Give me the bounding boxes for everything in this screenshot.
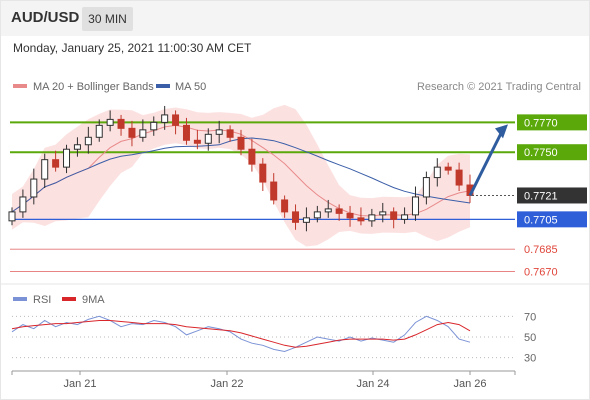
level-tag-07750 — [517, 144, 587, 161]
symbol-title: AUD/USD — [11, 9, 80, 26]
candle-body — [281, 199, 289, 213]
candle-body — [368, 214, 376, 222]
candle-body — [52, 159, 60, 168]
current-price-tag — [517, 187, 587, 204]
projection-arrow-head — [495, 124, 508, 139]
legend-ma20-swatch — [13, 84, 27, 88]
candle-body — [182, 124, 190, 141]
candle-body — [335, 208, 343, 214]
attribution-text: Research © 2021 Trading Central — [417, 81, 581, 93]
rsi-line — [11, 315, 471, 353]
x-tick-label: Jan 21 — [63, 378, 96, 390]
candle-body — [226, 129, 234, 138]
level-label-07685: 0.7685 — [524, 244, 558, 256]
candle-body — [84, 136, 92, 146]
rsi-ma-line — [11, 320, 471, 348]
candle-body — [106, 118, 114, 126]
candle-body — [422, 177, 430, 198]
legend-rsi-swatch — [13, 297, 27, 301]
level-label-07770: 0.7770 — [524, 117, 558, 129]
candle-body — [172, 114, 180, 126]
candle-body — [19, 196, 27, 213]
candle-body — [324, 208, 332, 213]
projection-arrow-shaft — [468, 130, 504, 197]
candle-body — [8, 211, 16, 222]
legend-ma50-swatch — [156, 84, 170, 88]
candle-body — [313, 211, 321, 219]
candle-body — [95, 124, 103, 138]
candle-body — [215, 129, 223, 135]
rsi-tick-30: 30 — [524, 353, 536, 365]
candle-body — [379, 211, 387, 216]
x-tick-label: Jan 22 — [210, 378, 243, 390]
level-label-07670: 0.7670 — [524, 267, 558, 279]
legend-ma20-label: MA 20 + Bollinger Bands — [33, 81, 154, 93]
rsi-tick-70: 70 — [524, 311, 536, 323]
candle-body — [390, 211, 398, 220]
x-tick-label: Jan 24 — [356, 378, 389, 390]
candle-body — [237, 136, 245, 150]
level-tag-07770 — [517, 114, 587, 131]
candle-body — [292, 211, 300, 223]
legend-ma50-label: MA 50 — [175, 81, 206, 93]
candle-body — [270, 181, 278, 201]
candle-body — [41, 159, 49, 180]
candle-body — [193, 139, 201, 144]
candle-body — [433, 166, 441, 179]
x-tick-label: Jan 26 — [453, 378, 486, 390]
candle-body — [204, 133, 212, 144]
candle-body — [248, 148, 256, 165]
candle-body — [346, 212, 354, 219]
candle-body — [302, 217, 310, 223]
candle-body — [150, 121, 158, 131]
rsi-tick-50: 50 — [524, 332, 536, 344]
candle-body — [411, 196, 419, 216]
current-price-label: 0.7721 — [524, 190, 558, 202]
candle-body — [455, 169, 463, 186]
candle-body — [128, 127, 136, 138]
level-label-07705: 0.7705 — [524, 214, 558, 226]
candle-body — [161, 114, 169, 123]
level-label-07750: 0.7750 — [524, 147, 558, 159]
candle-body — [444, 166, 452, 171]
candle-body — [357, 217, 365, 222]
legend-rsi-label: RSI — [33, 294, 51, 306]
chart-datetime: Monday, January 25, 2021 11:00:30 AM CET — [13, 41, 252, 55]
legend-9ma-swatch — [62, 297, 76, 301]
legend-9ma-label: 9MA — [82, 294, 105, 306]
candle-body — [73, 144, 81, 150]
candle-body — [139, 129, 147, 138]
candle-body — [117, 118, 125, 129]
candle-body — [63, 148, 71, 168]
bollinger-band — [12, 104, 470, 247]
candle-body — [259, 163, 267, 183]
candle-body — [401, 214, 409, 220]
candle-body — [30, 178, 38, 198]
timeframe-button[interactable]: 30 MIN — [82, 7, 133, 31]
level-tag-07705 — [517, 211, 587, 228]
